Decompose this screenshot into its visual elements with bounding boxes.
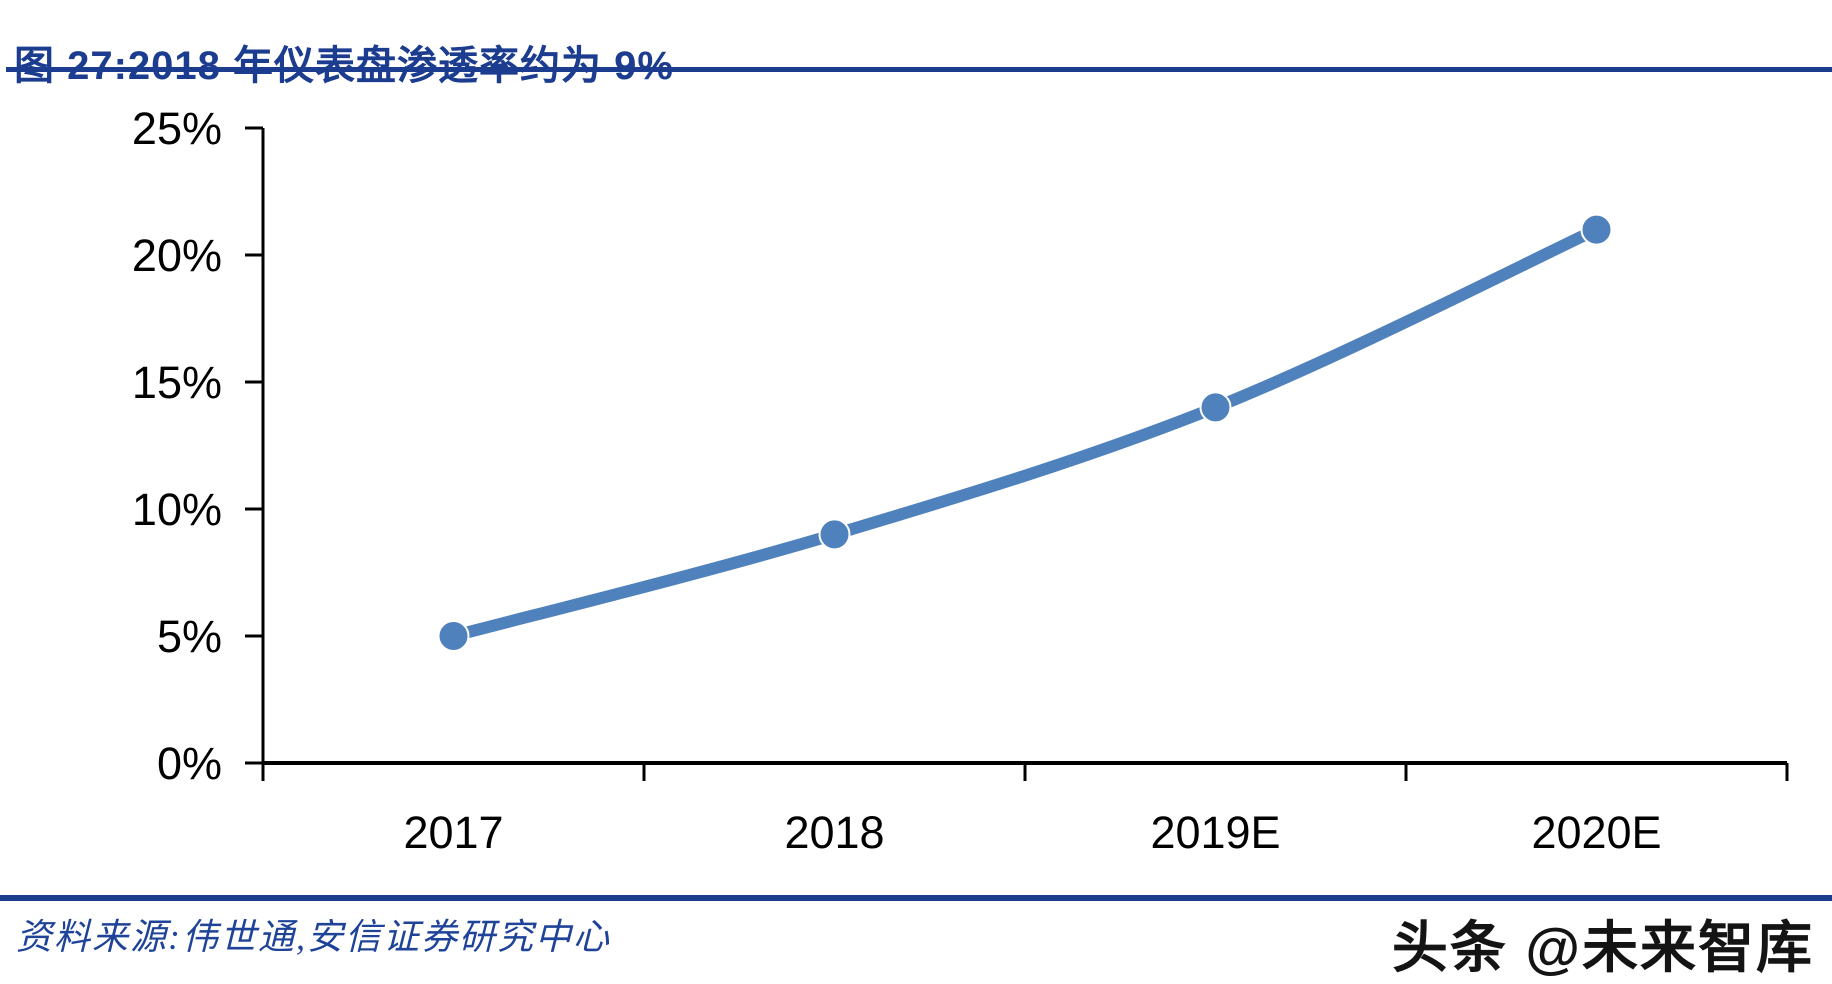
footer-divider xyxy=(0,895,1832,901)
data-point-marker xyxy=(1199,391,1232,424)
y-tick-label: 25% xyxy=(132,103,222,154)
y-tick-label: 10% xyxy=(132,484,222,535)
data-point-marker xyxy=(1580,213,1613,246)
y-tick-label: 0% xyxy=(157,738,222,789)
y-tick-label: 15% xyxy=(132,357,222,408)
x-tick-label: 2020E xyxy=(1531,807,1661,858)
figure-title: 图 27:2018 年仪表盘渗透率约为 9% xyxy=(14,43,674,88)
y-tick-label: 5% xyxy=(157,611,222,662)
x-tick-label: 2017 xyxy=(403,807,503,858)
title-divider xyxy=(6,67,1832,72)
data-point-marker xyxy=(437,620,470,652)
data-point-marker xyxy=(818,518,851,551)
x-tick-label: 2019E xyxy=(1150,807,1280,858)
x-tick-label: 2018 xyxy=(784,807,884,858)
series-line xyxy=(447,223,1603,642)
watermark: 头条 @未来智库 xyxy=(1391,916,1814,979)
y-tick-label: 20% xyxy=(132,230,222,281)
source-note: 资料来源:伟世通,安信证券研究中心 xyxy=(16,917,611,957)
